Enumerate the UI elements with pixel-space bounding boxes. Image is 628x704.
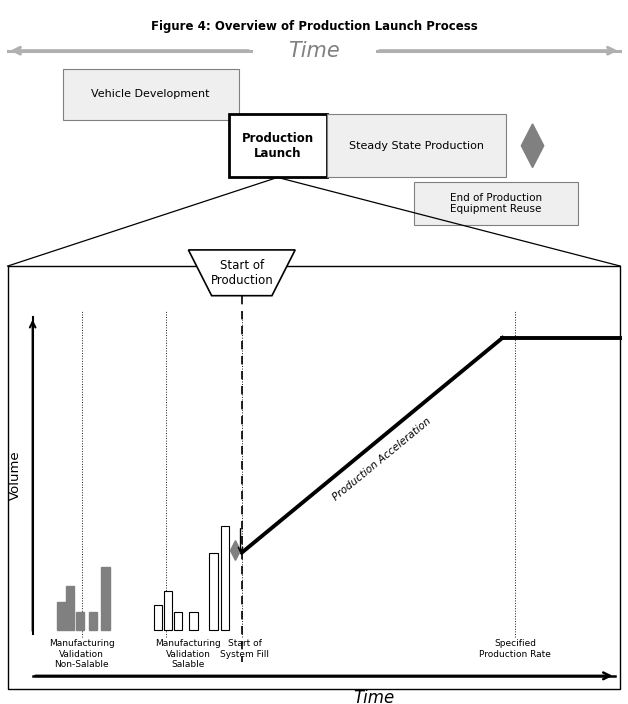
Bar: [190, 612, 197, 630]
Polygon shape: [188, 250, 295, 296]
Text: Vehicle Development: Vehicle Development: [92, 89, 210, 99]
Text: Production
Launch: Production Launch: [242, 132, 314, 160]
Bar: [210, 553, 218, 630]
Text: Production Acceleration: Production Acceleration: [331, 416, 433, 502]
Text: Manufacturing
Validation
Non-Salable: Manufacturing Validation Non-Salable: [49, 639, 114, 669]
FancyBboxPatch shape: [8, 266, 620, 689]
Text: End of Production
Equipment Reuse: End of Production Equipment Reuse: [450, 193, 542, 214]
Text: Volume: Volume: [9, 451, 21, 500]
Bar: [89, 612, 97, 630]
Bar: [67, 586, 75, 630]
Bar: [58, 602, 65, 630]
FancyBboxPatch shape: [327, 114, 506, 177]
Bar: [77, 612, 84, 630]
FancyBboxPatch shape: [414, 182, 578, 225]
Bar: [221, 526, 229, 630]
Bar: [102, 567, 110, 630]
Polygon shape: [521, 124, 544, 168]
Text: Steady State Production: Steady State Production: [349, 141, 484, 151]
Bar: [174, 612, 183, 630]
Text: Start of
Production: Start of Production: [210, 259, 273, 287]
Text: Specified
Production Rate: Specified Production Rate: [479, 639, 551, 659]
Text: Start of
System Fill: Start of System Fill: [220, 639, 269, 659]
Text: Figure 4: Overview of Production Launch Process: Figure 4: Overview of Production Launch …: [151, 20, 477, 32]
Text: Time: Time: [354, 689, 395, 704]
FancyBboxPatch shape: [229, 114, 327, 177]
Bar: [165, 591, 173, 630]
Bar: [154, 605, 163, 630]
FancyBboxPatch shape: [63, 69, 239, 120]
Text: Manufacturing
Validation
Salable: Manufacturing Validation Salable: [156, 639, 221, 669]
Polygon shape: [230, 541, 241, 560]
Text: Time: Time: [288, 41, 340, 61]
